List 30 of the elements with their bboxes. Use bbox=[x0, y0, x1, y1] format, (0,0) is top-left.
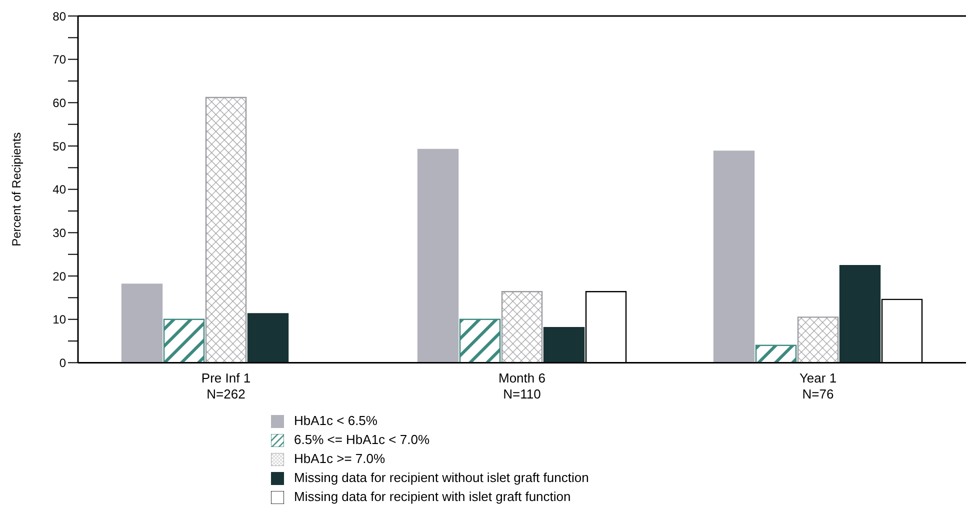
y-tick-label: 20 bbox=[52, 269, 66, 284]
y-tick-label: 10 bbox=[52, 312, 66, 327]
x-tick-label: Year 1 N=76 bbox=[799, 370, 837, 402]
legend-label: HbA1c >= 7.0% bbox=[294, 450, 386, 466]
bar bbox=[713, 150, 755, 363]
bar bbox=[543, 326, 585, 363]
legend-label: Missing data for recipient with islet graft function bbox=[294, 488, 571, 504]
y-tick-label: 50 bbox=[52, 139, 66, 154]
x-tick-label: Pre Inf 1 N=262 bbox=[201, 370, 251, 402]
bar bbox=[121, 284, 163, 363]
y-tick-label: 70 bbox=[52, 52, 66, 67]
bar bbox=[247, 313, 289, 363]
y-tick-label: 60 bbox=[52, 96, 66, 110]
legend-label: 6.5% <= HbA1c < 7.0% bbox=[294, 432, 430, 447]
bar bbox=[839, 265, 881, 363]
y-tick-label: 0 bbox=[59, 356, 66, 370]
y-tick-label: 80 bbox=[52, 9, 66, 24]
bar bbox=[163, 318, 205, 363]
legend-label: HbA1c < 6.5% bbox=[294, 412, 378, 428]
bar bbox=[755, 344, 797, 363]
bar bbox=[417, 148, 459, 363]
legend-label: Missing data for recipient without islet graft function bbox=[294, 470, 589, 485]
x-tick-label: Month 6 N=110 bbox=[498, 370, 546, 402]
bar bbox=[459, 318, 501, 363]
y-tick-label: 40 bbox=[52, 182, 66, 197]
y-tick-label: 30 bbox=[52, 226, 66, 240]
bar bbox=[501, 291, 543, 363]
y-axis-title: Percent of Recipients bbox=[9, 132, 24, 246]
bar bbox=[797, 316, 839, 363]
bar bbox=[205, 96, 247, 363]
